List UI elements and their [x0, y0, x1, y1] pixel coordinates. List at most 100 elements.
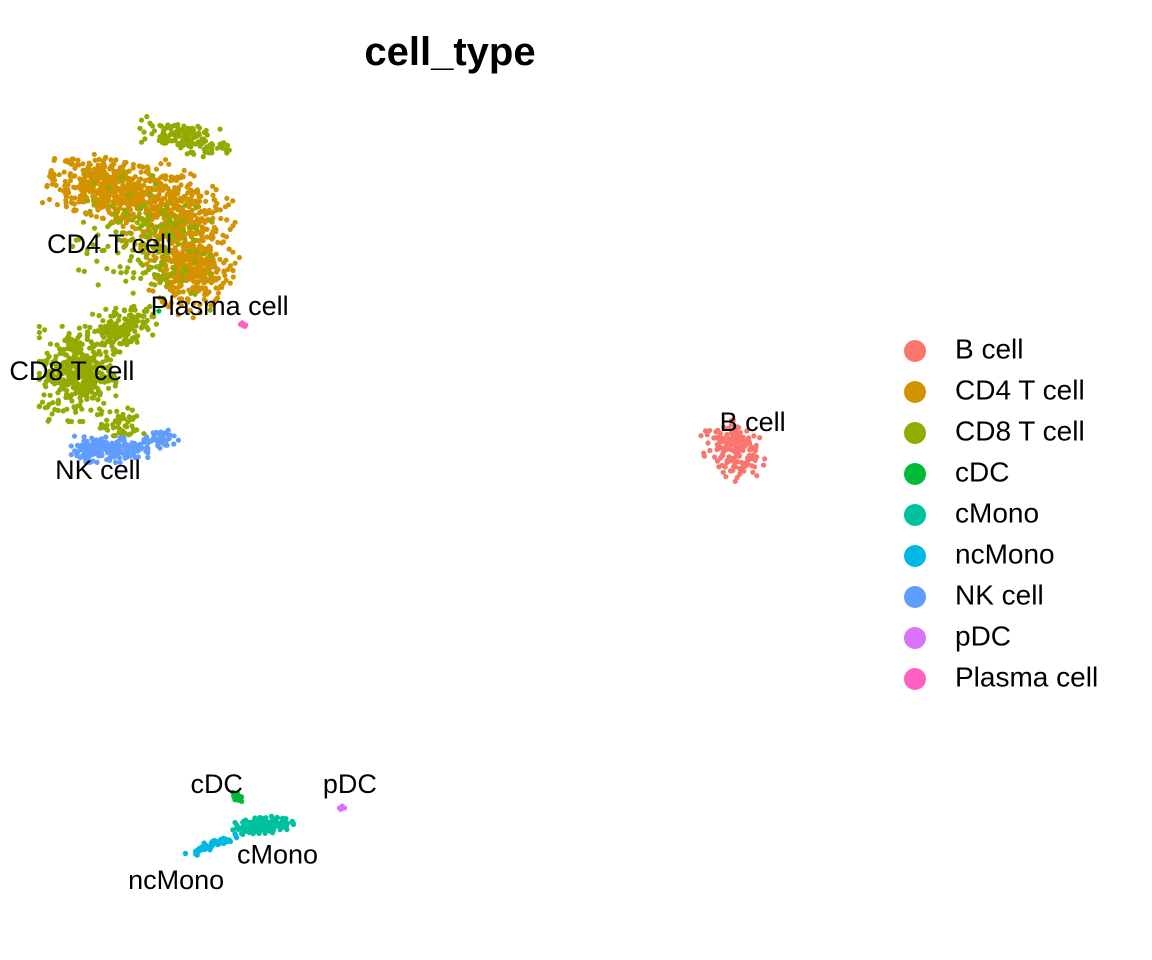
data-point [174, 177, 180, 183]
data-point [211, 838, 217, 844]
data-point [270, 830, 276, 836]
data-point [213, 187, 219, 193]
cluster-label-cd8-t-cell: CD8 T cell [9, 356, 134, 386]
data-point [63, 204, 69, 210]
data-point [148, 281, 154, 287]
legend-label: NK cell [955, 579, 1044, 610]
data-point [130, 275, 136, 281]
data-point [213, 269, 219, 275]
data-point [179, 278, 185, 284]
data-point [94, 258, 100, 264]
legend-label: Plasma cell [955, 661, 1098, 692]
data-point [729, 422, 735, 428]
data-point [49, 176, 55, 182]
data-point [177, 133, 183, 139]
series-pdc [336, 803, 348, 812]
data-point [36, 329, 43, 336]
data-point [138, 117, 145, 123]
data-point [84, 396, 90, 402]
data-point [144, 245, 150, 251]
series-cmono [230, 813, 297, 838]
data-point [192, 231, 198, 237]
data-point [106, 446, 112, 452]
data-point [182, 202, 189, 208]
data-point [138, 445, 145, 451]
data-point [132, 307, 138, 313]
data-point [91, 179, 97, 185]
data-point [339, 804, 345, 810]
data-point [113, 379, 119, 385]
data-point [167, 432, 173, 438]
data-point [87, 378, 93, 385]
data-point [135, 257, 141, 263]
cluster-label-b-cell: B cell [720, 407, 786, 437]
data-point [160, 260, 166, 266]
data-point [67, 357, 73, 363]
data-point [207, 270, 213, 277]
data-point [227, 838, 233, 845]
data-point [209, 210, 215, 216]
data-point [111, 309, 117, 315]
data-point [54, 342, 60, 348]
data-point [63, 197, 69, 203]
data-point [81, 191, 88, 197]
data-point [170, 270, 176, 276]
data-point [137, 125, 143, 131]
data-point [44, 404, 51, 410]
data-point [123, 159, 129, 166]
data-point [100, 318, 106, 324]
data-point [78, 374, 84, 380]
data-point [132, 454, 138, 461]
data-point [83, 459, 89, 465]
data-point [193, 249, 199, 255]
data-point [750, 452, 757, 458]
data-point [184, 151, 190, 157]
data-point [738, 467, 744, 473]
data-point [172, 122, 178, 128]
data-point [153, 186, 159, 192]
data-point [182, 850, 188, 856]
legend-key [904, 381, 926, 403]
data-point [100, 376, 106, 382]
legend-key [904, 463, 926, 485]
data-point [196, 285, 203, 291]
data-point [91, 380, 97, 386]
data-point [163, 212, 169, 218]
data-point [68, 161, 74, 167]
series-cdc [156, 308, 245, 805]
data-point [168, 208, 174, 214]
legend-label: CD8 T cell [955, 415, 1085, 446]
data-point [164, 224, 170, 230]
data-point [186, 218, 192, 224]
data-point [178, 302, 184, 308]
data-point [214, 295, 221, 301]
data-point [202, 257, 208, 263]
data-point [215, 239, 221, 245]
data-point [57, 187, 63, 193]
data-point [104, 354, 110, 360]
data-point [155, 249, 161, 255]
data-point [49, 411, 55, 417]
data-point [166, 161, 172, 167]
legend-label: cMono [955, 497, 1039, 528]
data-point [138, 169, 144, 175]
data-point [195, 189, 201, 195]
data-point [103, 434, 109, 440]
data-point [151, 258, 157, 264]
data-point [168, 300, 174, 306]
data-point [202, 246, 208, 252]
data-point [80, 161, 86, 167]
data-point [232, 260, 238, 266]
data-point [92, 200, 98, 206]
data-point [186, 132, 192, 138]
data-point [146, 211, 152, 217]
data-point [84, 170, 90, 176]
data-point [140, 164, 146, 170]
data-point [132, 316, 138, 322]
data-point [236, 254, 242, 261]
data-point [67, 394, 73, 400]
data-point [144, 114, 150, 120]
data-point [98, 202, 104, 208]
data-point [162, 157, 169, 163]
